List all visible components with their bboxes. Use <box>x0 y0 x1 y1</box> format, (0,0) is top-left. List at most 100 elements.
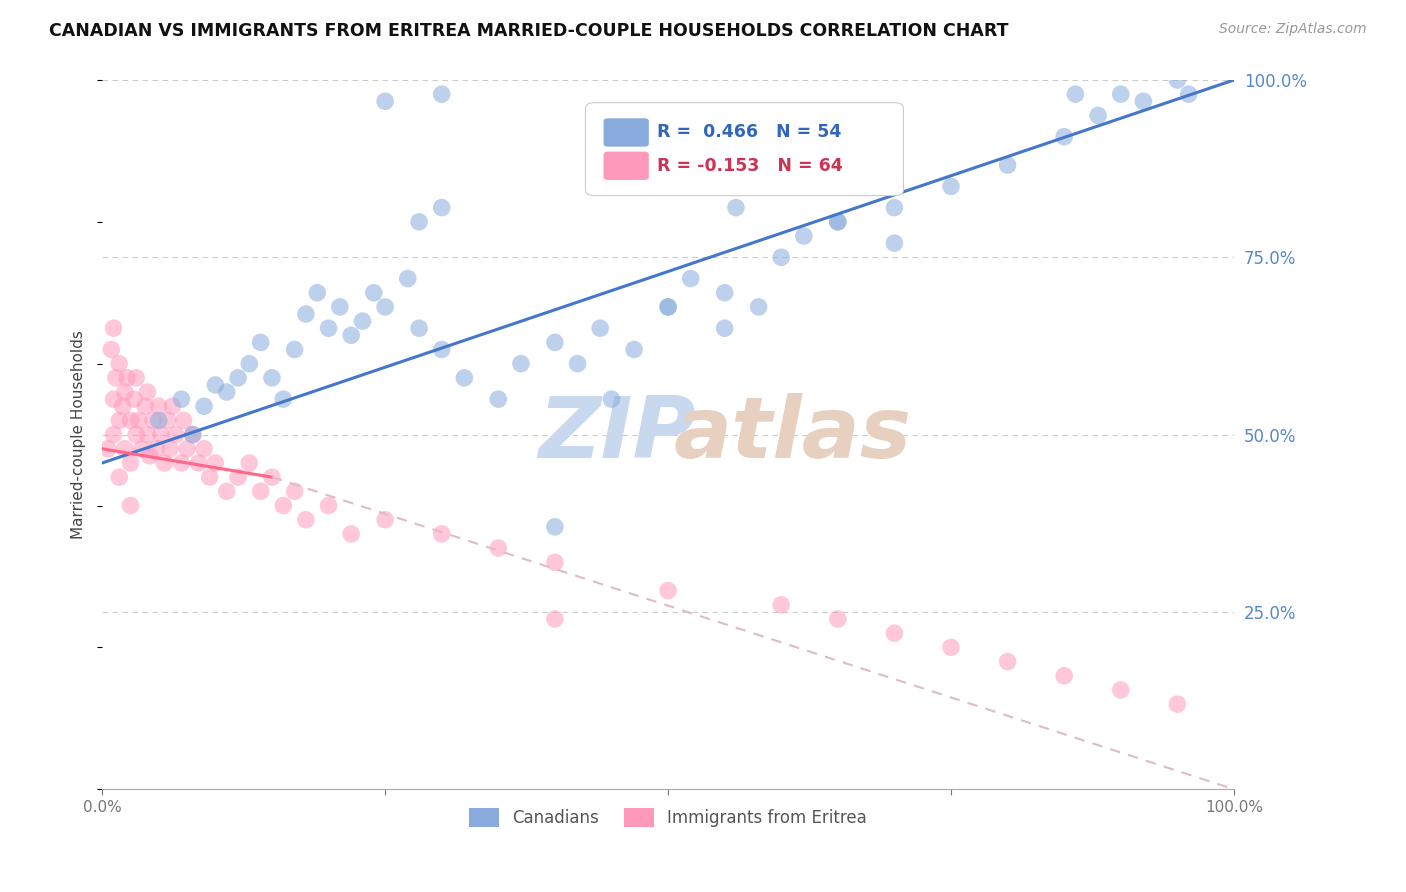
Point <box>748 300 770 314</box>
Point <box>374 513 396 527</box>
Point <box>363 285 385 300</box>
Point <box>108 357 131 371</box>
Point <box>181 427 204 442</box>
Point <box>340 527 363 541</box>
Point <box>430 201 453 215</box>
Point <box>136 385 159 400</box>
Point <box>111 399 134 413</box>
Point <box>249 484 271 499</box>
Point <box>1166 697 1188 711</box>
Point <box>122 392 145 406</box>
Point <box>1087 108 1109 122</box>
Text: R =  0.466   N = 54: R = 0.466 N = 54 <box>657 123 841 142</box>
Point <box>430 527 453 541</box>
Point <box>127 413 149 427</box>
Point <box>260 470 283 484</box>
Point <box>713 285 735 300</box>
Point <box>724 201 747 215</box>
FancyBboxPatch shape <box>603 152 648 180</box>
Point <box>340 328 363 343</box>
Point <box>544 555 567 569</box>
Point <box>100 343 122 357</box>
Point <box>150 427 173 442</box>
Point <box>145 442 167 456</box>
Point <box>204 378 226 392</box>
Point <box>173 413 195 427</box>
Point <box>156 413 179 427</box>
Point <box>249 335 271 350</box>
Point <box>1109 682 1132 697</box>
Text: Source: ZipAtlas.com: Source: ZipAtlas.com <box>1219 22 1367 37</box>
Point <box>284 484 307 499</box>
Point <box>657 300 679 314</box>
FancyBboxPatch shape <box>603 119 648 146</box>
Point <box>114 385 136 400</box>
Point <box>115 371 138 385</box>
Point <box>103 427 125 442</box>
Point <box>215 484 238 499</box>
Point <box>883 236 905 251</box>
Point <box>939 179 962 194</box>
Point <box>997 655 1019 669</box>
Point <box>125 371 148 385</box>
Point <box>108 470 131 484</box>
Point <box>260 371 283 385</box>
Point <box>226 470 249 484</box>
Point <box>567 357 589 371</box>
Legend: Canadians, Immigrants from Eritrea: Canadians, Immigrants from Eritrea <box>463 802 873 834</box>
Point <box>374 95 396 109</box>
Point <box>176 442 198 456</box>
Point <box>1109 87 1132 102</box>
Point <box>284 343 307 357</box>
Point <box>939 640 962 655</box>
Text: CANADIAN VS IMMIGRANTS FROM ERITREA MARRIED-COUPLE HOUSEHOLDS CORRELATION CHART: CANADIAN VS IMMIGRANTS FROM ERITREA MARR… <box>49 22 1008 40</box>
Point <box>142 413 165 427</box>
Point <box>544 612 567 626</box>
Point <box>453 371 475 385</box>
Point <box>1053 669 1076 683</box>
Point <box>396 271 419 285</box>
Point <box>770 250 793 264</box>
Point <box>103 392 125 406</box>
Point <box>997 158 1019 172</box>
Point <box>125 427 148 442</box>
Point <box>295 307 318 321</box>
Point <box>430 87 453 102</box>
Point <box>1132 95 1154 109</box>
Point <box>187 456 209 470</box>
Point <box>238 456 260 470</box>
Point <box>198 470 221 484</box>
Point <box>1177 87 1199 102</box>
Point <box>827 215 849 229</box>
Point <box>103 321 125 335</box>
Point <box>883 201 905 215</box>
Point <box>131 442 153 456</box>
Point <box>770 598 793 612</box>
Point <box>713 321 735 335</box>
Point <box>793 229 815 244</box>
Point <box>134 399 156 413</box>
Point <box>318 499 340 513</box>
Point <box>238 357 260 371</box>
Point <box>827 612 849 626</box>
Point <box>120 499 142 513</box>
Point <box>139 449 162 463</box>
Point <box>486 392 509 406</box>
Point <box>374 300 396 314</box>
Point <box>159 442 181 456</box>
Point <box>170 456 193 470</box>
Point <box>352 314 374 328</box>
Point <box>204 456 226 470</box>
Point <box>408 321 430 335</box>
Point <box>510 357 533 371</box>
Point <box>1064 87 1087 102</box>
Point <box>181 427 204 442</box>
Point <box>408 215 430 229</box>
Point <box>544 520 567 534</box>
Point <box>148 413 170 427</box>
Text: ZIP: ZIP <box>538 393 696 476</box>
Point <box>827 215 849 229</box>
Point <box>108 413 131 427</box>
Point <box>271 499 294 513</box>
Point <box>430 343 453 357</box>
